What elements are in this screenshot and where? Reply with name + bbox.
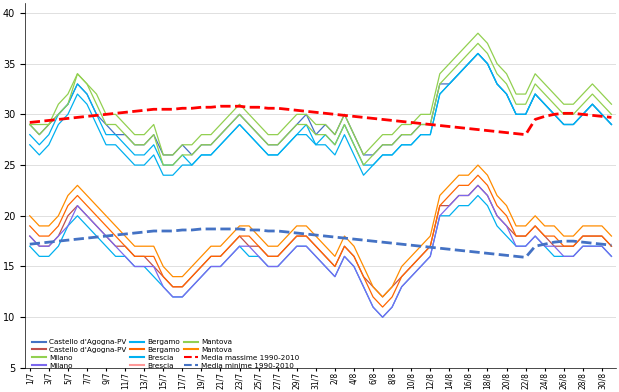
Legend: Castello d'Agogna-PV, Castello d'Agogna-PV, Milano, Milano, Bergamo, Bergamo, Br: Castello d'Agogna-PV, Castello d'Agogna-… [28, 336, 302, 372]
